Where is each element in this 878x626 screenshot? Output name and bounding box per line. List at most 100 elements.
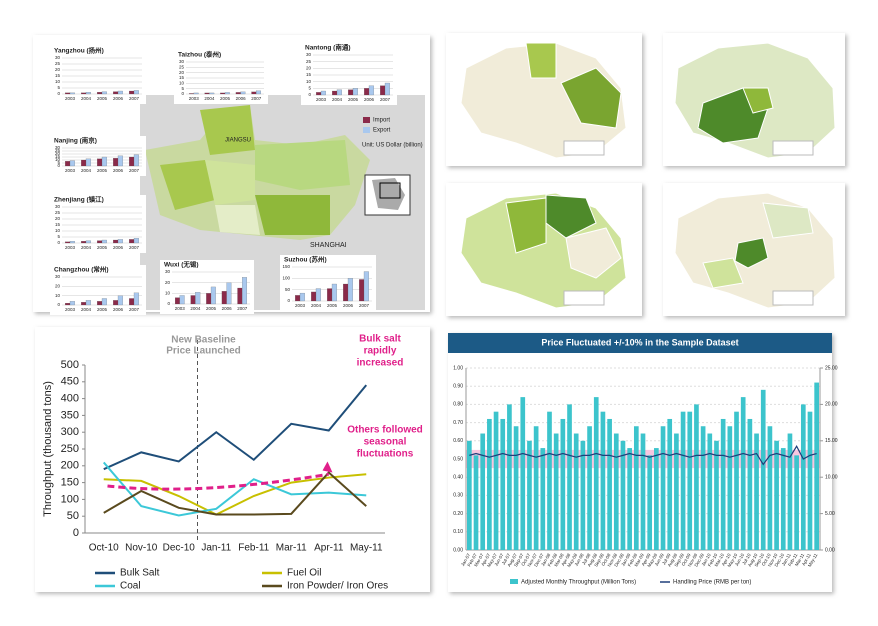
y-axis-label: Throughput (thousand tons) (42, 381, 54, 517)
x-tick-label: Feb-10 (707, 552, 719, 567)
bar (331, 283, 337, 302)
legend-label: Adjusted Monthly Throughput (Million Ton… (521, 580, 636, 586)
x-tick-label: Aug-10 (747, 552, 759, 567)
x-tick-label: 2004 (311, 303, 322, 308)
x-tick-label: Dec-07 (533, 552, 545, 567)
x-tick-label: 2007 (129, 96, 140, 101)
bar (747, 418, 753, 550)
x-tick-label: Jan-11 (781, 552, 792, 567)
bar (567, 404, 572, 550)
legend-label: Fuel Oil (287, 568, 321, 579)
bar (113, 239, 119, 244)
y-tick-label: 400 (61, 393, 79, 405)
bar (359, 279, 365, 302)
y-tick-label: 30 (165, 269, 171, 274)
x-tick-label: Dec-08 (613, 552, 625, 567)
bar (754, 433, 759, 550)
bar (320, 90, 326, 96)
bar (65, 241, 71, 244)
bar (727, 426, 733, 550)
bar (633, 426, 639, 550)
bar (210, 286, 216, 305)
y-tick-label: 5 (181, 86, 184, 91)
bar (117, 90, 123, 95)
y-tick-label: 10 (55, 293, 61, 298)
bar (493, 411, 499, 550)
x-tick-label: 2007 (129, 307, 140, 312)
mini-chart-title: Nantong (南通) (305, 43, 351, 52)
bar (256, 90, 261, 95)
y-tick-label: 0.10 (453, 529, 463, 535)
bar (687, 411, 693, 550)
bar (473, 455, 479, 550)
legend-label: Bulk Salt (120, 568, 160, 579)
x-tick-label: May-11 (807, 552, 819, 568)
y-tick-label: 20 (55, 284, 61, 289)
mini-chart-bg (174, 50, 268, 104)
bar (113, 158, 119, 167)
y2-tick-label: 10.00 (825, 475, 838, 481)
y-tick-label: 0.60 (453, 438, 463, 444)
bar (129, 156, 135, 167)
y-tick-label: 100 (61, 493, 79, 505)
bar (343, 283, 349, 302)
y-tick-label: 15 (55, 73, 61, 78)
x-tick-label: Dec-09 (693, 552, 705, 567)
y-tick-label: 0 (167, 301, 170, 306)
x-tick-label: Mar-10 (714, 552, 726, 567)
bar (700, 426, 706, 550)
y-tick-label: 0 (181, 91, 184, 96)
x-tick-label: 2006 (364, 97, 375, 102)
x-tick-label: 2007 (237, 306, 248, 311)
x-tick-label: 2003 (175, 306, 186, 311)
x-tick-label: Apr-09 (640, 552, 651, 567)
y-tick-label: 25 (55, 148, 61, 153)
y-tick-label: 0 (57, 302, 60, 307)
x-tick-label: Sep-07 (513, 552, 525, 567)
x-tick-label: Jul-08 (581, 552, 592, 566)
y2-tick-label: 25.00 (825, 365, 838, 371)
x-tick-label: Sep-09 (673, 552, 685, 567)
bar (240, 91, 246, 95)
mini-chart-title: Yangzhou (扬州) (54, 46, 104, 55)
x-tick-label: Apr-11 (801, 552, 812, 566)
x-tick-label: Nov-10 (125, 543, 158, 554)
y-tick-label: 25 (179, 65, 185, 70)
y-tick-label: 0 (287, 298, 290, 303)
x-tick-label: Jun-10 (734, 552, 745, 567)
bar (734, 411, 739, 550)
x-tick-label: Jan-10 (700, 552, 711, 567)
y-tick-label: 150 (61, 477, 79, 489)
mini-chart-bg (50, 136, 146, 176)
combo-title: Price Fluctuated +/-10% in the Sample Da… (541, 337, 738, 347)
bar (368, 85, 374, 96)
x-tick-label: Aug-08 (587, 552, 599, 567)
bar (547, 411, 552, 550)
bar (117, 295, 123, 306)
bar (787, 433, 793, 550)
x-tick-label: 2003 (65, 307, 76, 312)
x-tick-label: Mar-09 (633, 552, 645, 567)
series-line (103, 384, 368, 471)
bar (209, 92, 215, 95)
bar (129, 298, 135, 306)
x-tick-label: Oct-09 (681, 552, 692, 567)
bar (507, 404, 512, 550)
x-tick-label: 2007 (129, 245, 140, 250)
y-tick-label: 350 (61, 409, 79, 421)
bar (129, 90, 135, 95)
bar (794, 455, 799, 550)
bar (221, 291, 227, 305)
y-tick-label: 25 (55, 61, 61, 66)
bar (800, 404, 806, 550)
trend-arrow (107, 472, 329, 491)
x-tick-label: 2004 (332, 97, 343, 102)
unit-label: Unit: US Dollar (billion) (362, 143, 423, 149)
series-line (469, 445, 817, 466)
y-tick-label: 5 (57, 85, 60, 90)
bar (101, 298, 107, 306)
bar (500, 418, 506, 550)
bar (85, 92, 91, 95)
y-tick-label: 20 (55, 216, 61, 221)
x-tick-label: Jun-08 (574, 552, 585, 567)
